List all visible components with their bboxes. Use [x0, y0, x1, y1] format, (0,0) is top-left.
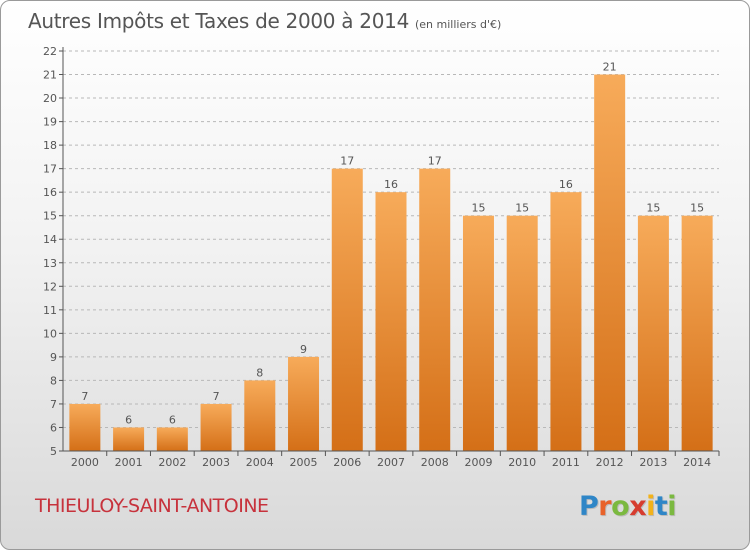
logo-letter: t: [654, 491, 668, 522]
y-tick-label: 8: [50, 374, 57, 387]
bar-2001: [113, 427, 145, 451]
bar-2009: [462, 215, 494, 451]
x-tick-label: 2001: [115, 456, 143, 469]
bar-2003: [200, 403, 232, 451]
bar-2002: [156, 427, 188, 451]
y-tick-label: 12: [43, 280, 57, 293]
y-tick-label: 18: [43, 139, 57, 152]
axes: 5 6 7 8 9 10 11 12 13 14 15 16 17 18 19 20 21 22 2000 2001 2…: [43, 45, 720, 469]
bar-2005: [288, 356, 320, 451]
data-label: 17: [340, 155, 354, 168]
bar-2000: [69, 403, 101, 451]
x-tick-label: 2014: [683, 456, 711, 469]
data-label: 17: [428, 155, 442, 168]
x-tick-label: 2000: [71, 456, 99, 469]
bar-2012: [594, 74, 626, 451]
bar-chart: 7 6 6 7 8 9 17 16 17 15 15 16 21 15 15 5 6 7 8 9 10 11 12 13 14…: [43, 45, 720, 469]
logo-letter: P: [579, 491, 599, 522]
data-label: 15: [471, 202, 485, 215]
y-tick-label: 7: [50, 398, 57, 411]
y-tick-label: 17: [43, 163, 57, 176]
y-tick-label: 21: [43, 69, 57, 82]
logo-letter: o: [611, 491, 630, 522]
logo-letter: r: [598, 491, 612, 522]
bar-2014: [681, 215, 713, 451]
chart-title: Autres Impôts et Taxes de 2000 à 2014: [28, 9, 409, 33]
data-label: 8: [256, 366, 263, 379]
data-label: 15: [690, 202, 704, 215]
data-label: 6: [125, 413, 132, 426]
data-label: 7: [213, 390, 220, 403]
bar-2007: [375, 192, 407, 452]
bar-2010: [506, 215, 538, 451]
y-tick-label: 5: [50, 445, 57, 458]
y-tick-label: 11: [43, 304, 57, 317]
y-tick-label: 13: [43, 257, 57, 270]
x-tick-label: 2012: [596, 456, 624, 469]
bars: 7 6 6 7 8 9 17 16 17 15 15 16 21 15 15: [69, 61, 713, 452]
y-tick-label: 6: [50, 421, 57, 434]
commune-name: THIEULOY-SAINT-ANTOINE: [35, 495, 269, 517]
data-label: 16: [559, 178, 573, 191]
data-label: 21: [603, 61, 617, 74]
chart-unit-label: (en milliers d'€): [415, 18, 502, 31]
bar-2011: [550, 192, 582, 452]
y-tick-label: 15: [43, 210, 57, 223]
x-tick-label: 2004: [246, 456, 274, 469]
chart-title-block: Autres Impôts et Taxes de 2000 à 2014 (en…: [28, 9, 501, 33]
bar-2004: [244, 380, 276, 451]
x-tick-label: 2005: [290, 456, 318, 469]
x-tick-label: 2007: [377, 456, 405, 469]
bar-2013: [637, 215, 669, 451]
data-label: 15: [646, 202, 660, 215]
x-tick-label: 2013: [639, 456, 667, 469]
y-tick-label: 19: [43, 116, 57, 129]
proxiti-logo[interactable]: Proxiti: [579, 491, 677, 522]
data-label: 9: [300, 343, 307, 356]
x-tick-label: 2009: [464, 456, 492, 469]
y-tick-label: 9: [50, 351, 57, 364]
x-tick-label: 2002: [158, 456, 186, 469]
logo-letter: x: [629, 491, 647, 522]
bar-2006: [331, 168, 363, 451]
y-tick-label: 10: [43, 327, 57, 340]
y-tick-label: 16: [43, 186, 57, 199]
y-tick-label: 22: [43, 45, 57, 58]
y-tick-label: 14: [43, 233, 57, 246]
x-tick-label: 2008: [421, 456, 449, 469]
logo-letter: i: [646, 491, 655, 522]
logo-letter: i: [667, 491, 677, 522]
x-tick-label: 2010: [508, 456, 536, 469]
y-tick-label: 20: [43, 92, 57, 105]
data-label: 16: [384, 178, 398, 191]
x-tick-label: 2011: [552, 456, 580, 469]
data-label: 6: [169, 413, 176, 426]
x-tick-label: 2006: [333, 456, 361, 469]
data-label: 7: [81, 390, 88, 403]
data-label: 15: [515, 202, 529, 215]
x-tick-label: 2003: [202, 456, 230, 469]
bar-2008: [419, 168, 451, 451]
